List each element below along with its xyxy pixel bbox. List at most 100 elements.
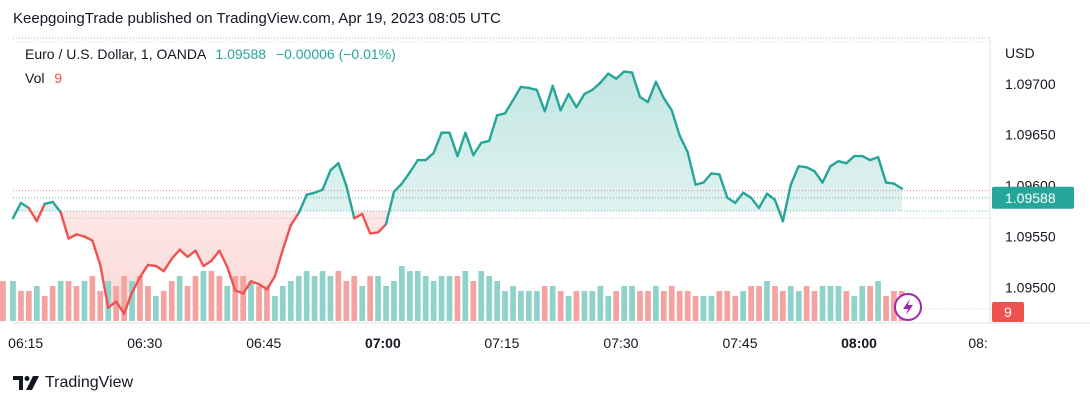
price-segment (884, 181, 896, 185)
volume-bar (153, 296, 159, 321)
price-segment (289, 211, 300, 227)
price-segment (130, 276, 142, 294)
volume-bar (287, 281, 294, 321)
volume-bar (407, 271, 413, 321)
volume-bar (478, 271, 485, 321)
price-segment (194, 249, 205, 268)
volume-bar (264, 286, 270, 321)
volume-bar (549, 286, 556, 321)
volume-bar (597, 286, 604, 321)
brand-name: TradingView (45, 374, 134, 391)
volume-bar (89, 276, 96, 321)
x-tick-label: 07:45 (722, 335, 757, 351)
price-segment (837, 159, 848, 165)
x-tick-label: 07:15 (484, 335, 519, 351)
volume-bar (311, 276, 318, 321)
price-segment (170, 248, 181, 261)
volume-bar (335, 271, 342, 321)
volume-bar (0, 281, 6, 321)
volume-bar (41, 296, 48, 321)
volume-bar (502, 291, 508, 321)
volume-bar (454, 276, 461, 321)
price-segment (114, 300, 126, 315)
price-segment (329, 161, 340, 172)
price-segment (51, 200, 62, 214)
volume-bar (756, 286, 762, 321)
price-segment (718, 173, 729, 200)
volume-bar (581, 291, 588, 321)
price-change: −0.00006 (−0.01%) (275, 46, 396, 62)
price-segment (773, 198, 785, 223)
price-segment (392, 182, 404, 193)
volume-bar (97, 291, 104, 321)
price-segment (749, 196, 761, 210)
price-segment (297, 193, 308, 215)
price-segment (861, 154, 872, 162)
price-segment (607, 72, 618, 80)
volume-value: 9 (54, 70, 63, 86)
volume-bar (184, 286, 191, 321)
price-segment (162, 257, 173, 273)
price-segment (480, 139, 491, 145)
price-segment (384, 190, 396, 226)
last-price: 1.09588 (215, 46, 267, 62)
publisher-line: KeepgoingTrade published on TradingView.… (13, 10, 501, 27)
volume-bar (541, 286, 548, 321)
volume-bar (414, 271, 421, 321)
volume-bar (668, 286, 675, 321)
x-tick-label: 08: (968, 335, 987, 351)
volume-bar (708, 296, 715, 321)
volume-bar (660, 291, 667, 321)
price-segment (742, 191, 753, 200)
volume-bar (875, 281, 881, 321)
price-segment (424, 151, 435, 162)
volume-bar (57, 281, 64, 321)
price-segment (694, 181, 705, 186)
price-segment (488, 114, 499, 143)
price-segment (646, 80, 658, 104)
footer-brand[interactable]: TradingView (13, 374, 133, 392)
volume-bar (835, 286, 842, 321)
volume-bar (65, 281, 72, 321)
price-segment (43, 200, 54, 206)
price-segment (265, 275, 277, 291)
price-segment (361, 212, 372, 235)
price-segment (821, 164, 832, 184)
symbol-title: Euro / U.S. Dollar, 1, OANDA (25, 46, 206, 62)
volume-bar (248, 281, 254, 321)
price-segment (559, 92, 570, 112)
volume-bar (168, 281, 175, 321)
volume-bar (470, 281, 477, 321)
realtime-bolt-icon (894, 293, 922, 321)
price-segment (122, 291, 134, 315)
price-segment (178, 248, 189, 258)
price-segment (313, 188, 324, 194)
volume-bar (557, 291, 564, 321)
volume-bar (780, 291, 786, 321)
volume-bar (295, 276, 302, 321)
volume-bar (240, 276, 246, 321)
volume-bar (232, 276, 239, 321)
price-segment (535, 88, 546, 113)
x-tick-label: 06:15 (8, 335, 43, 351)
currency-label: USD (1005, 45, 1035, 61)
price-segment (869, 155, 880, 162)
price-segment (226, 265, 237, 292)
price-segment (75, 233, 86, 238)
price-segment (67, 233, 78, 240)
volume-bar (303, 271, 310, 321)
price-segment (710, 172, 721, 176)
volume-bar (613, 291, 619, 321)
y-tick-label: 1.09550 (1005, 228, 1056, 244)
price-segment (448, 131, 459, 158)
volume-bar (438, 276, 445, 321)
volume-bar (399, 266, 405, 321)
axes: USD1.097001.096501.096001.095501.095001.… (8, 45, 1074, 351)
price-segment (599, 72, 610, 85)
volume-bar (716, 291, 723, 321)
price-segment (678, 134, 689, 154)
price-segment (503, 98, 515, 115)
volume-bar (629, 286, 635, 321)
price-segment (83, 235, 94, 242)
